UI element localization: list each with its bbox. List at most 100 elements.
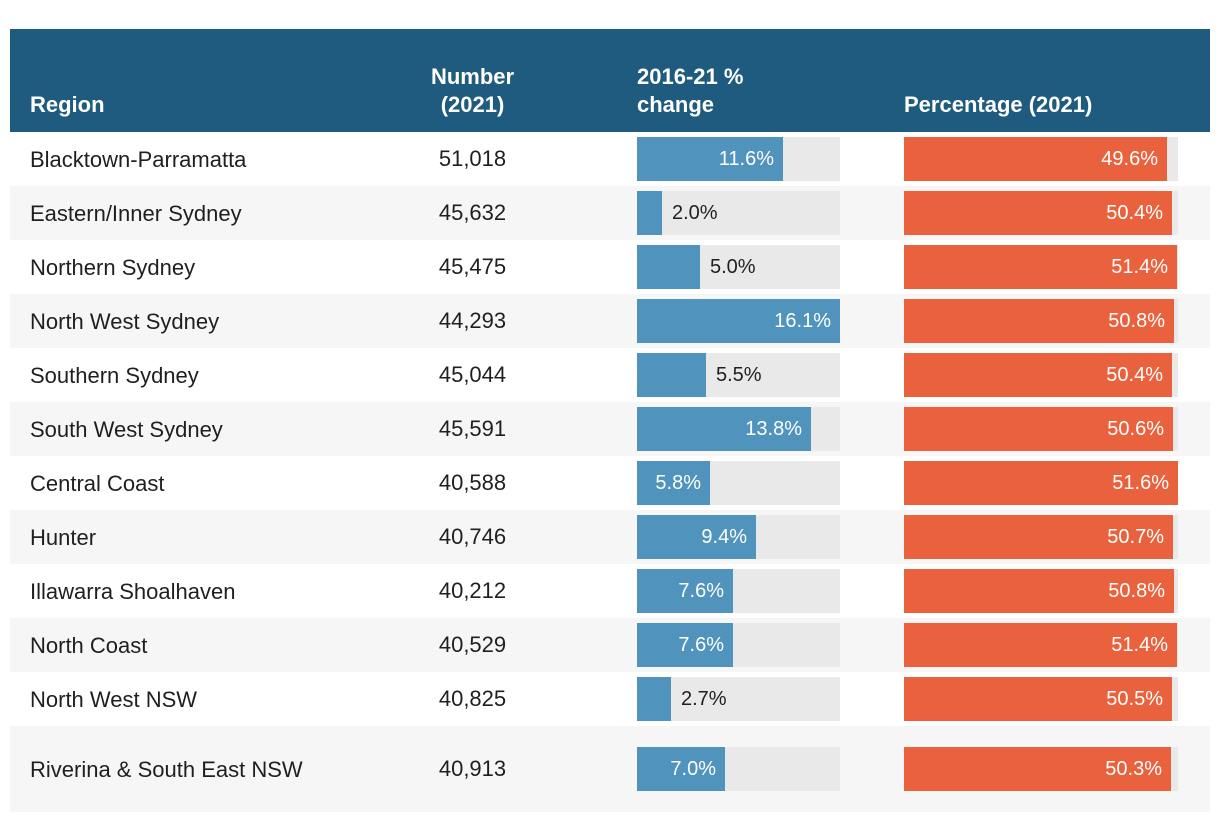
- percentage-value-label: 50.4%: [1106, 201, 1163, 224]
- percentage-bar: 50.4%: [904, 191, 1172, 235]
- percentage-value-label: 51.6%: [1112, 471, 1169, 494]
- table-row: North Coast 40,529 7.6% 51.4%: [10, 618, 1210, 672]
- column-header-region: Region: [30, 92, 105, 117]
- change-bar-track: 9.4%: [637, 515, 840, 559]
- region-name: South West Sydney: [30, 416, 223, 442]
- change-bar: [637, 191, 662, 235]
- percentage-bar-cell: 50.6%: [890, 407, 1210, 451]
- percentage-bar: 50.7%: [904, 515, 1173, 559]
- percentage-bar-cell: 51.6%: [890, 461, 1210, 505]
- region-name: North West NSW: [30, 686, 198, 712]
- percentage-bar: 50.4%: [904, 353, 1172, 397]
- change-bar-track: 2.7%: [637, 677, 840, 721]
- change-bar-cell: 13.8%: [580, 407, 890, 451]
- percentage-bar-track: 50.6%: [904, 407, 1178, 451]
- number-2021-value: 40,825: [438, 686, 507, 711]
- change-bar-cell: 9.4%: [580, 515, 890, 559]
- percentage-bar-cell: 51.4%: [890, 245, 1210, 289]
- change-bar: [637, 245, 700, 289]
- number-2021-value: 40,913: [438, 756, 507, 781]
- change-value-label: 7.6%: [678, 579, 724, 602]
- change-value-label: 16.1%: [774, 309, 831, 332]
- percentage-bar: 50.6%: [904, 407, 1173, 451]
- change-bar: [637, 353, 706, 397]
- table-row: North West Sydney 44,293 16.1% 50.8%: [10, 294, 1210, 348]
- change-bar: 7.6%: [637, 569, 733, 613]
- number-2021-value: 40,746: [438, 524, 507, 549]
- change-bar: 11.6%: [637, 137, 783, 181]
- change-bar-track: 5.8%: [637, 461, 840, 505]
- change-bar-cell: 5.0%: [580, 245, 890, 289]
- percentage-bar-track: 50.8%: [904, 569, 1178, 613]
- change-bar: [637, 677, 671, 721]
- percentage-bar-track: 50.4%: [904, 353, 1178, 397]
- table-body: Blacktown-Parramatta 51,018 11.6% 49.6% …: [10, 132, 1210, 812]
- percentage-value-label: 50.4%: [1106, 363, 1163, 386]
- table-row: Illawarra Shoalhaven 40,212 7.6% 50.8%: [10, 564, 1210, 618]
- number-2021-value: 45,044: [438, 362, 507, 387]
- region-name: Blacktown-Parramatta: [30, 146, 247, 172]
- table-row: Hunter 40,746 9.4% 50.7%: [10, 510, 1210, 564]
- region-name: Eastern/Inner Sydney: [30, 200, 242, 226]
- table-row: Southern Sydney 45,044 5.5% 50.4%: [10, 348, 1210, 402]
- change-bar: 7.0%: [637, 747, 725, 791]
- percentage-bar: 50.3%: [904, 747, 1171, 791]
- change-bar-cell: 7.6%: [580, 623, 890, 667]
- number-2021-value: 40,212: [438, 578, 507, 603]
- percentage-bar-track: 50.3%: [904, 747, 1178, 791]
- region-name: Northern Sydney: [30, 254, 196, 280]
- change-bar-cell: 2.7%: [580, 677, 890, 721]
- percentage-value-label: 50.3%: [1105, 757, 1162, 780]
- change-bar: 7.6%: [637, 623, 733, 667]
- percentage-value-label: 50.5%: [1106, 687, 1163, 710]
- table-row: North West NSW 40,825 2.7% 50.5%: [10, 672, 1210, 726]
- percentage-bar: 51.4%: [904, 245, 1177, 289]
- percentage-bar-track: 49.6%: [904, 137, 1178, 181]
- percentage-bar-cell: 50.8%: [890, 569, 1210, 613]
- change-bar-track: 13.8%: [637, 407, 840, 451]
- table-row: South West Sydney 45,591 13.8% 50.6%: [10, 402, 1210, 456]
- region-name: Southern Sydney: [30, 362, 199, 388]
- percentage-bar-cell: 49.6%: [890, 137, 1210, 181]
- change-value-label: 11.6%: [718, 147, 774, 170]
- change-bar-cell: 7.0%: [580, 747, 890, 791]
- table-row: Eastern/Inner Sydney 45,632 2.0% 50.4%: [10, 186, 1210, 240]
- change-bar: 9.4%: [637, 515, 756, 559]
- number-2021-value: 51,018: [438, 146, 507, 171]
- regions-data-table: Region Number (2021) 2016-21 % change Pe…: [10, 29, 1210, 812]
- percentage-value-label: 51.4%: [1111, 633, 1168, 656]
- table-header-row: Region Number (2021) 2016-21 % change Pe…: [10, 29, 1210, 132]
- change-value-label: 9.4%: [701, 525, 747, 548]
- change-value-label: 5.0%: [710, 256, 756, 278]
- change-bar-cell: 5.8%: [580, 461, 890, 505]
- region-name: Hunter: [30, 524, 97, 550]
- change-value-label: 7.0%: [670, 757, 716, 780]
- change-bar-track: 16.1%: [637, 299, 840, 343]
- percentage-bar-track: 50.7%: [904, 515, 1178, 559]
- change-value-label: 2.0%: [672, 202, 718, 224]
- percentage-bar: 50.5%: [904, 677, 1172, 721]
- change-bar-cell: 16.1%: [580, 299, 890, 343]
- percentage-bar-track: 50.8%: [904, 299, 1178, 343]
- change-bar-cell: 5.5%: [580, 353, 890, 397]
- number-2021-value: 40,588: [438, 470, 507, 495]
- percentage-bar-cell: 51.4%: [890, 623, 1210, 667]
- number-2021-value: 44,293: [438, 308, 507, 333]
- percentage-value-label: 50.6%: [1107, 417, 1164, 440]
- table-row: Riverina & South East NSW 40,913 7.0% 50…: [10, 726, 1210, 812]
- percentage-bar-track: 50.4%: [904, 191, 1178, 235]
- percentage-bar: 51.4%: [904, 623, 1177, 667]
- column-header-percentage: Percentage (2021): [904, 92, 1093, 117]
- number-2021-value: 45,475: [438, 254, 507, 279]
- percentage-bar-track: 51.4%: [904, 623, 1178, 667]
- percentage-bar-cell: 50.3%: [890, 747, 1210, 791]
- change-value-label: 5.5%: [716, 364, 762, 386]
- percentage-bar: 49.6%: [904, 137, 1167, 181]
- change-bar-cell: 11.6%: [580, 137, 890, 181]
- column-header-change: 2016-21 % change: [637, 64, 744, 117]
- percentage-bar-cell: 50.7%: [890, 515, 1210, 559]
- region-name: Riverina & South East NSW: [30, 756, 303, 782]
- change-bar-track: 7.6%: [637, 623, 840, 667]
- percentage-bar: 50.8%: [904, 299, 1174, 343]
